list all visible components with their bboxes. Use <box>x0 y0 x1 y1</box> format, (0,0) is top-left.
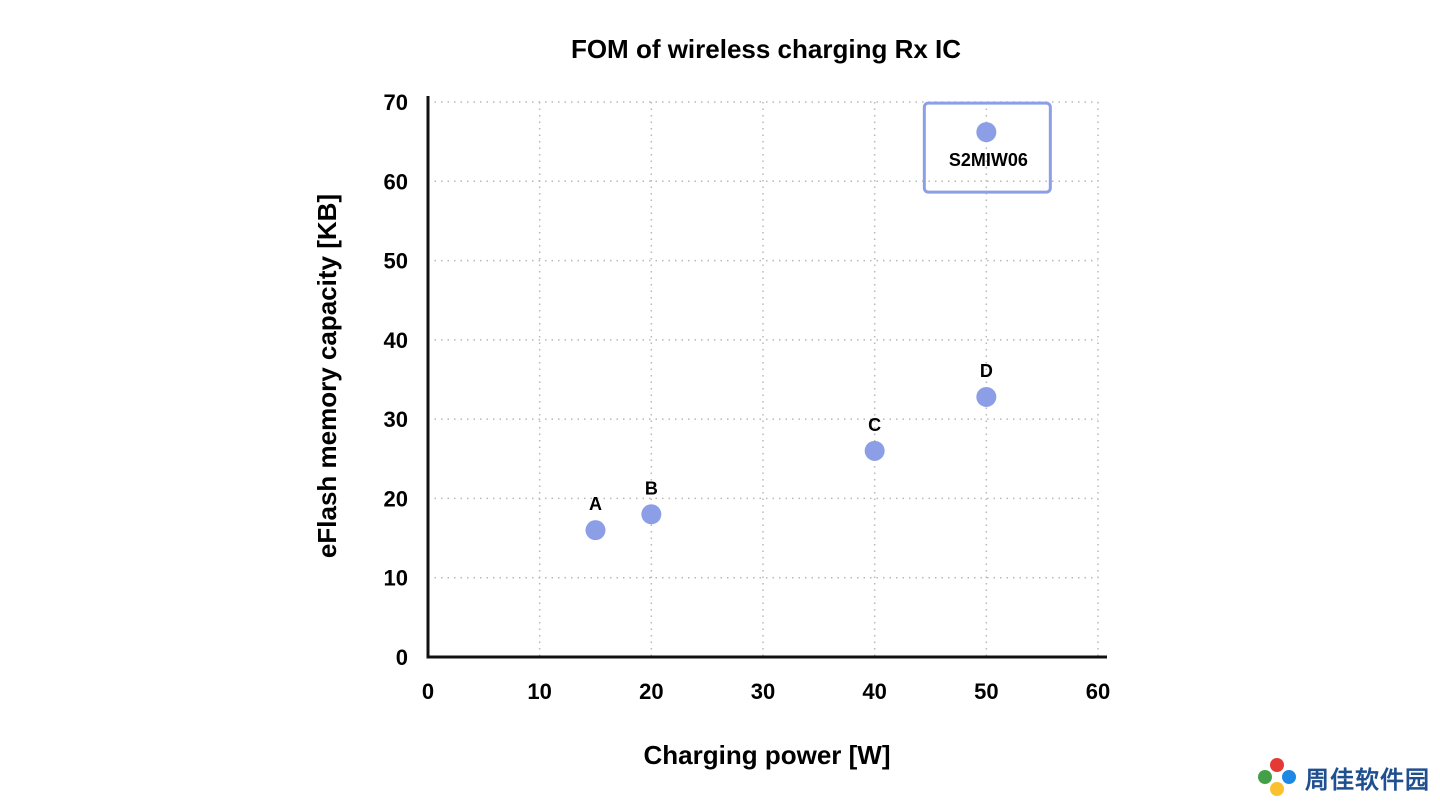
data-point-label: S2MIW06 <box>949 150 1028 170</box>
x-tick-label: 30 <box>751 679 775 704</box>
y-tick-label: 0 <box>396 645 408 670</box>
y-axis-label: eFlash memory capacity [KB] <box>312 194 342 558</box>
x-tick-label: 60 <box>1086 679 1110 704</box>
x-tick-label: 50 <box>974 679 998 704</box>
data-point <box>585 520 606 541</box>
data-point <box>641 504 662 525</box>
grid <box>428 101 1099 657</box>
tick-labels: 0 10 20 30 40 50 60 0 10 20 30 40 50 60 70 <box>384 90 1111 704</box>
chart-title: FOM of wireless charging Rx IC <box>571 34 961 64</box>
y-tick-label: 70 <box>384 90 408 115</box>
data-point-label: B <box>645 478 658 498</box>
data-point <box>976 122 997 143</box>
y-tick-label: 10 <box>384 566 408 591</box>
x-tick-label: 0 <box>422 679 434 704</box>
x-tick-label: 40 <box>862 679 886 704</box>
y-tick-label: 30 <box>384 407 408 432</box>
x-axis-label: Charging power [W] <box>644 740 891 770</box>
colorful-star-logo-icon <box>1258 758 1296 796</box>
highlight-box <box>922 101 1052 194</box>
data-point <box>864 440 885 461</box>
x-tick-label: 10 <box>527 679 551 704</box>
axes <box>426 96 1107 659</box>
y-tick-label: 60 <box>384 169 408 194</box>
x-tick-label: 20 <box>639 679 663 704</box>
watermark: 周佳软件园 <box>1255 755 1430 799</box>
y-tick-label: 20 <box>384 486 408 511</box>
data-point <box>976 386 997 407</box>
data-points: A B C D S2MIW06 <box>585 101 1052 541</box>
watermark-text: 周佳软件园 <box>1305 765 1430 794</box>
data-point-label: A <box>589 494 602 514</box>
data-point-label: C <box>868 415 881 435</box>
y-tick-label: 50 <box>384 249 408 274</box>
data-point-label: D <box>980 361 993 381</box>
y-tick-label: 40 <box>384 328 408 353</box>
